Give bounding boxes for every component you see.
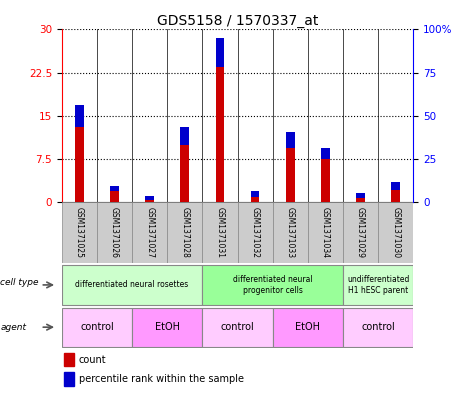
Text: GSM1371033: GSM1371033 [286, 207, 294, 259]
Bar [110, 191, 119, 202]
Bar [356, 198, 365, 202]
Bar [132, 202, 167, 263]
Text: EtOH: EtOH [295, 322, 320, 332]
Bar [145, 196, 154, 200]
Bar [64, 353, 74, 366]
Bar [110, 185, 119, 191]
Bar [216, 67, 224, 202]
Bar [321, 159, 330, 202]
Text: GSM1371034: GSM1371034 [321, 207, 330, 259]
Bar [202, 202, 238, 263]
Text: control: control [80, 322, 114, 332]
Bar [238, 202, 273, 263]
Bar [75, 105, 84, 127]
Bar [321, 148, 330, 159]
Text: undifferentiated
H1 hESC parent: undifferentiated H1 hESC parent [347, 275, 409, 295]
Bar [202, 308, 273, 347]
Text: GSM1371027: GSM1371027 [145, 208, 154, 258]
Text: GSM1371031: GSM1371031 [216, 208, 224, 258]
Text: GSM1371028: GSM1371028 [180, 208, 189, 258]
Text: GSM1371025: GSM1371025 [75, 208, 84, 258]
Text: differentiated neural rosettes: differentiated neural rosettes [76, 281, 189, 289]
Bar [343, 202, 378, 263]
Text: control: control [220, 322, 255, 332]
Bar [286, 132, 294, 148]
Bar [75, 127, 84, 202]
Bar [62, 202, 97, 263]
Bar [180, 145, 189, 202]
Bar [343, 264, 413, 305]
Text: GSM1371032: GSM1371032 [251, 208, 259, 258]
Bar [216, 38, 224, 67]
Bar [251, 196, 259, 202]
Text: GSM1371030: GSM1371030 [391, 207, 400, 259]
Bar [64, 372, 74, 386]
Bar [391, 182, 400, 190]
Text: GSM1371026: GSM1371026 [110, 208, 119, 258]
Bar [286, 148, 294, 202]
Bar [97, 202, 132, 263]
Text: agent: agent [0, 323, 27, 332]
Bar [356, 193, 365, 198]
Bar [378, 202, 413, 263]
Title: GDS5158 / 1570337_at: GDS5158 / 1570337_at [157, 15, 318, 28]
Bar [273, 308, 343, 347]
Bar [251, 191, 259, 196]
Bar [343, 308, 413, 347]
Bar [308, 202, 343, 263]
Bar [180, 127, 189, 145]
Text: GSM1371029: GSM1371029 [356, 208, 365, 258]
Text: cell type: cell type [0, 279, 39, 287]
Bar [202, 264, 343, 305]
Bar [391, 190, 400, 202]
Text: control: control [361, 322, 395, 332]
Text: count: count [79, 354, 106, 365]
Bar [62, 264, 202, 305]
Bar [62, 308, 132, 347]
Bar [145, 200, 154, 202]
Bar [167, 202, 202, 263]
Text: differentiated neural
progenitor cells: differentiated neural progenitor cells [233, 275, 313, 295]
Bar [273, 202, 308, 263]
Text: percentile rank within the sample: percentile rank within the sample [79, 374, 244, 384]
Bar [132, 308, 202, 347]
Text: EtOH: EtOH [155, 322, 180, 332]
